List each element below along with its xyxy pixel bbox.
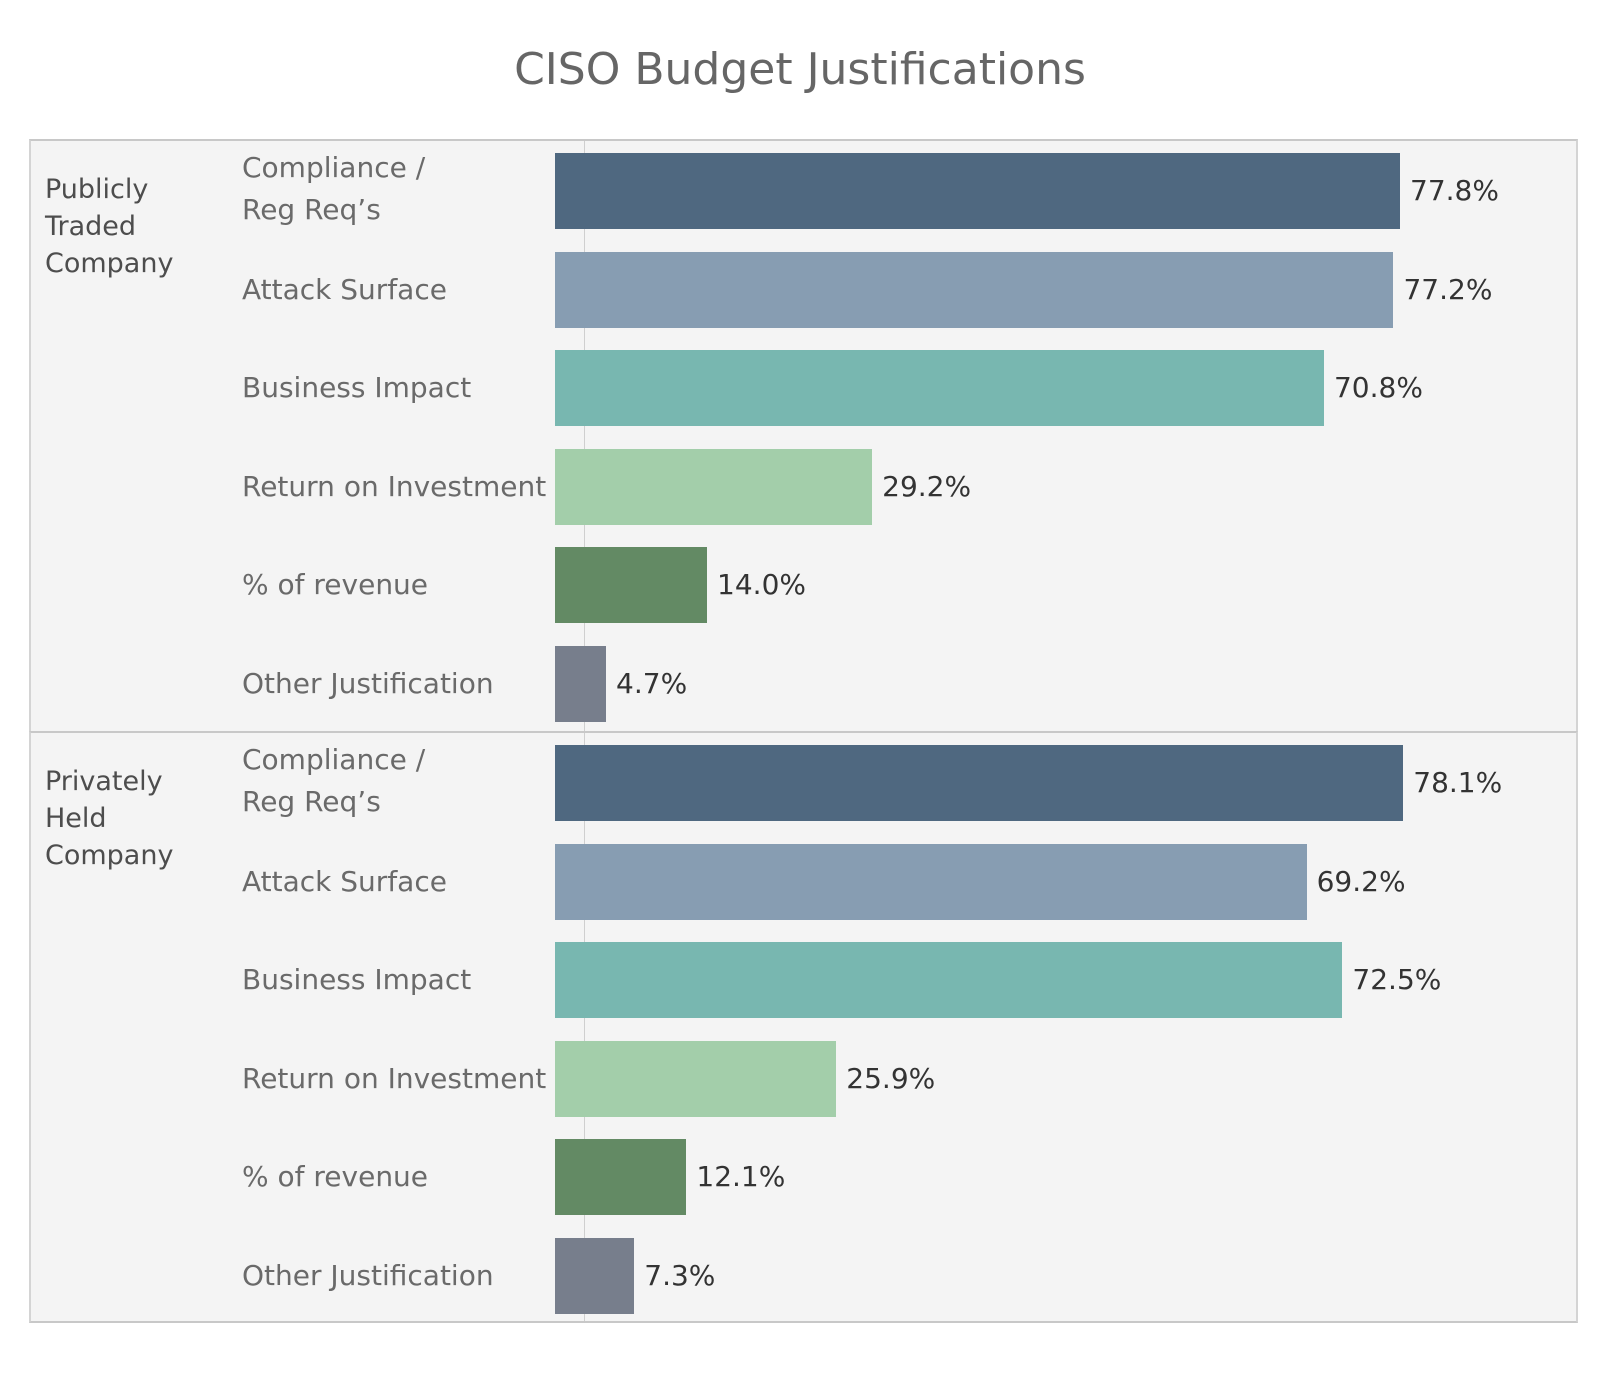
bar bbox=[555, 745, 1404, 821]
value-label: 78.1% bbox=[1413, 766, 1503, 799]
group-label: Privately Held Company bbox=[45, 766, 174, 871]
category-label: Other Justification bbox=[242, 1259, 494, 1292]
value-label: 29.2% bbox=[882, 469, 972, 503]
bar bbox=[555, 153, 1400, 229]
chart-title: CISO Budget Justifications bbox=[514, 44, 1086, 95]
bar bbox=[555, 251, 1394, 328]
value-label: 72.5% bbox=[1352, 963, 1442, 997]
value-label: 14.0% bbox=[717, 568, 806, 602]
category-label: Attack Surface bbox=[242, 272, 447, 306]
bar bbox=[555, 942, 1343, 1019]
bar bbox=[555, 350, 1324, 427]
category-label: Business Impact bbox=[242, 371, 472, 405]
bar bbox=[555, 1238, 635, 1314]
category-label: Attack Surface bbox=[242, 864, 447, 898]
bar bbox=[555, 843, 1307, 920]
category-label: % of revenue bbox=[242, 1160, 429, 1194]
bar bbox=[555, 646, 607, 722]
value-label: 69.2% bbox=[1316, 864, 1406, 898]
category-label: Return on Investment bbox=[242, 469, 547, 503]
category-label: % of revenue bbox=[242, 568, 429, 602]
bar bbox=[555, 1040, 837, 1117]
value-label: 4.7% bbox=[616, 667, 688, 700]
panel-divider bbox=[584, 141, 585, 731]
value-label: 70.8% bbox=[1333, 371, 1423, 405]
value-label: 77.8% bbox=[1410, 174, 1499, 207]
bar bbox=[555, 448, 873, 525]
value-label: 77.2% bbox=[1403, 272, 1493, 306]
group-label: Publicly Traded Company bbox=[45, 174, 174, 279]
group-panel: Privately Held Company Compliance / Reg R… bbox=[29, 731, 1578, 1323]
category-label: Return on Investment bbox=[242, 1061, 547, 1095]
category-label: Other Justification bbox=[242, 667, 494, 700]
bar bbox=[555, 1139, 687, 1216]
category-label: Compliance / Reg Req’s bbox=[242, 743, 426, 818]
category-label: Business Impact bbox=[242, 963, 472, 997]
category-label: Compliance / Reg Req’s bbox=[242, 151, 426, 226]
group-panel: Publicly Traded Company Compliance / Reg … bbox=[29, 139, 1578, 731]
value-label: 25.9% bbox=[846, 1061, 936, 1095]
value-label: 7.3% bbox=[644, 1259, 716, 1292]
panel-divider bbox=[584, 733, 585, 1321]
value-label: 12.1% bbox=[696, 1160, 786, 1194]
bar bbox=[555, 547, 708, 624]
